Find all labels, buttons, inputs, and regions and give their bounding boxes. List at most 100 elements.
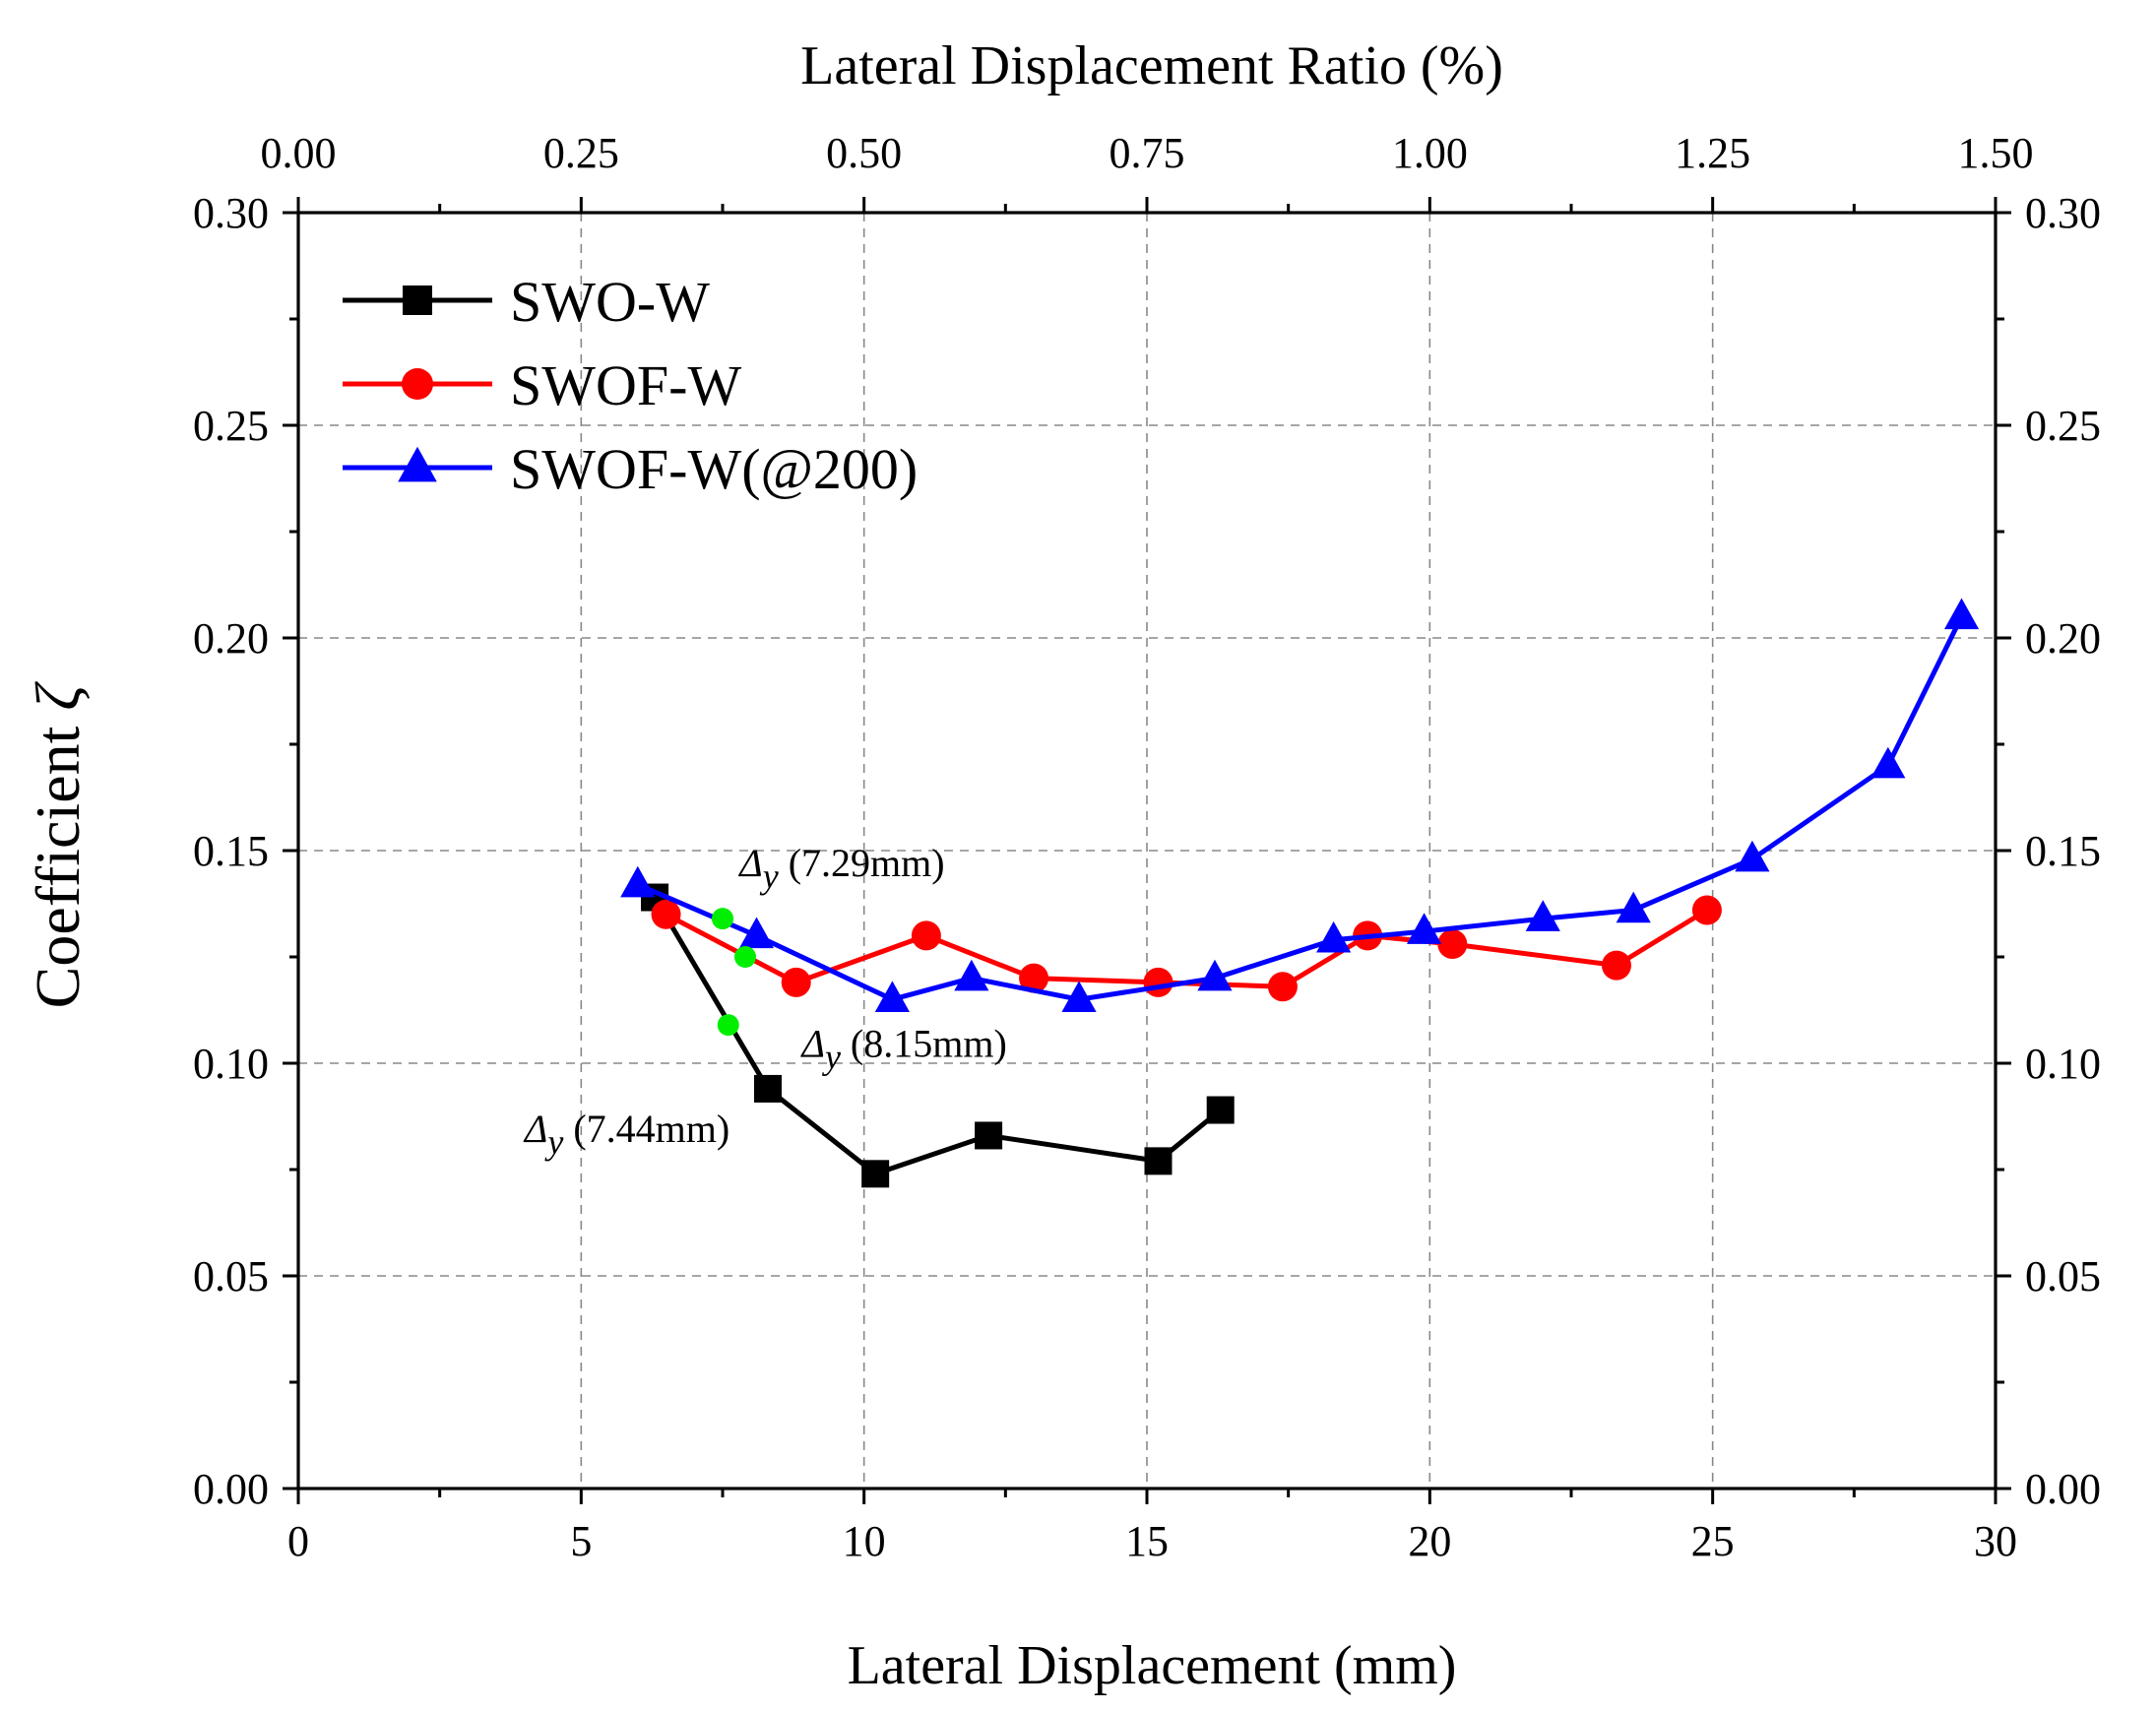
- x-axis-title: Lateral Displacement (mm): [848, 1635, 1457, 1696]
- data-point: [1019, 963, 1049, 993]
- x2-tick-label: 1.00: [1392, 129, 1468, 177]
- legend-marker: [402, 368, 433, 400]
- y2-tick-label: 0.05: [2025, 1252, 2101, 1300]
- series-swof-w: [651, 895, 1722, 1002]
- series-line: [636, 615, 1964, 1002]
- data-point: [874, 981, 910, 1012]
- yield-point: [712, 908, 733, 930]
- legend-entry: SWOF-W: [343, 353, 741, 417]
- data-point: [1316, 920, 1352, 953]
- y-tick-label: 0.10: [193, 1040, 269, 1088]
- y2-tick-label: 0.00: [2025, 1465, 2101, 1513]
- legend-marker: [398, 446, 437, 482]
- yield-annotation: Δy (7.44mm): [523, 1107, 729, 1162]
- legend-entry: SWO-W: [343, 270, 710, 334]
- major-ticks: [283, 197, 2011, 1504]
- yield-point: [733, 946, 756, 968]
- y-tick-label: 0.05: [193, 1252, 269, 1300]
- annotation-value: (7.29mm): [779, 841, 945, 885]
- data-point: [954, 959, 989, 991]
- yield-annotation: Δy (8.15mm): [799, 1022, 1006, 1077]
- x2-tick-label: 0.75: [1110, 129, 1185, 177]
- y2-tick-label: 0.30: [2025, 189, 2101, 237]
- y2-tick-label: 0.10: [2025, 1040, 2101, 1088]
- yield-annotations: Δy (7.29mm)Δy (8.15mm)Δy (7.44mm): [523, 841, 1007, 1162]
- data-point: [911, 920, 941, 951]
- legend-entry: SWOF-W(@200): [343, 437, 918, 501]
- x2-tick-label: 0.00: [261, 129, 337, 177]
- x2-tick-label: 1.50: [1958, 129, 2034, 177]
- y-tick-labels: 0.00 0.05 0.10 0.15 0.20 0.25 0.30: [193, 189, 269, 1513]
- y-axis-title: Coefficient ζ: [23, 681, 93, 1009]
- y-tick-label: 0.30: [193, 189, 269, 237]
- y2-tick-label: 0.20: [2025, 614, 2101, 663]
- x2-tick-label: 1.25: [1675, 129, 1750, 177]
- data-point: [1061, 981, 1097, 1012]
- data-point: [1267, 972, 1298, 1002]
- plot-frame: [296, 211, 1997, 1490]
- grid-lines: [298, 213, 1996, 1489]
- data-point: [620, 865, 656, 898]
- x-tick-label: 30: [1974, 1517, 2017, 1565]
- x-tick-label: 25: [1691, 1517, 1735, 1565]
- annotation-value: (7.44mm): [563, 1107, 729, 1151]
- data-point: [1735, 840, 1770, 872]
- yield-point: [717, 1014, 739, 1037]
- data-point: [1144, 1147, 1173, 1175]
- series-swof-w-200-: [620, 598, 1980, 1012]
- y2-tick-label: 0.15: [2025, 827, 2101, 875]
- data-point: [1406, 913, 1442, 944]
- data-point: [1143, 967, 1173, 997]
- annotation-subscript: y: [544, 1122, 563, 1162]
- data-point: [1691, 895, 1722, 925]
- data-point: [738, 917, 775, 949]
- data-point: [1437, 929, 1468, 960]
- y-tick-label: 0.20: [193, 614, 269, 663]
- legend-label: SWOF-W: [510, 353, 741, 417]
- data-point: [1601, 950, 1631, 981]
- x-tick-label: 10: [843, 1517, 886, 1565]
- annotation-symbol: Δ: [737, 841, 762, 885]
- data-point: [781, 967, 811, 997]
- data-point: [1943, 598, 1980, 630]
- x-tick-label: 5: [570, 1517, 592, 1565]
- x2-tick-labels: 0.00 0.25 0.50 0.75 1.00 1.25 1.50: [261, 129, 2034, 177]
- y-axis-title-symbol: ζ: [23, 681, 93, 711]
- annotation-symbol: Δ: [523, 1107, 547, 1151]
- data-point: [651, 899, 681, 929]
- series-swo-w: [641, 883, 1235, 1188]
- data-point: [861, 1160, 890, 1188]
- x2-tick-label: 0.25: [543, 129, 619, 177]
- x-tick-label: 15: [1125, 1517, 1169, 1565]
- data-point: [1197, 959, 1233, 991]
- annotation-subscript: y: [822, 1038, 841, 1077]
- annotation-subscript: y: [760, 856, 779, 896]
- y-axis-title-prefix: Coefficient: [23, 726, 93, 1008]
- x2-tick-label: 0.50: [826, 129, 902, 177]
- legend: SWO-W SWOF-W SWOF-W(@200): [343, 270, 918, 501]
- legend-marker: [403, 285, 432, 315]
- annotation-value: (8.15mm): [841, 1022, 1007, 1066]
- data-point: [1525, 900, 1560, 931]
- y2-tick-label: 0.25: [2025, 402, 2101, 450]
- data-point: [1616, 891, 1651, 923]
- y-tick-label: 0.25: [193, 402, 269, 450]
- x-tick-label: 20: [1408, 1517, 1451, 1565]
- x2-axis-title: Lateral Displacement Ratio (%): [800, 35, 1503, 96]
- data-point: [753, 1074, 782, 1103]
- yield-annotation: Δy (7.29mm): [737, 841, 944, 896]
- data-point: [1206, 1096, 1235, 1124]
- legend-label: SWO-W: [510, 270, 710, 334]
- data-point: [1871, 746, 1906, 779]
- data-point: [975, 1121, 1003, 1150]
- x-tick-labels: 0 5 10 15 20 25 30: [287, 1517, 2017, 1565]
- annotation-symbol: Δ: [799, 1022, 824, 1066]
- yield-points: [712, 908, 756, 1037]
- y-tick-label: 0.00: [193, 1465, 269, 1513]
- legend-label: SWOF-W(@200): [510, 437, 918, 501]
- series-layer: [620, 598, 1980, 1188]
- y-tick-label: 0.15: [193, 827, 269, 875]
- x-tick-label: 0: [287, 1517, 309, 1565]
- y2-tick-labels: 0.00 0.05 0.10 0.15 0.20 0.25 0.30: [2025, 189, 2101, 1513]
